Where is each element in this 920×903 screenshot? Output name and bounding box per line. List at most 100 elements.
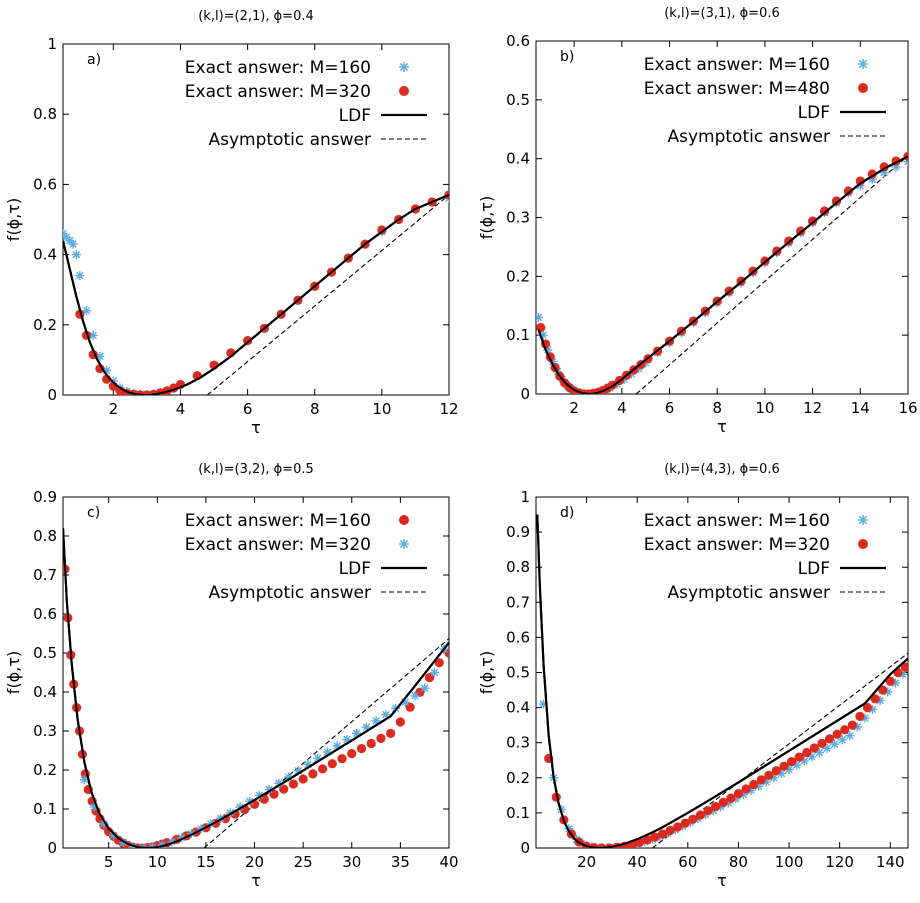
- asymptotic-line: [203, 638, 449, 848]
- x-tick-label: 80: [729, 853, 748, 871]
- legend-label: Asymptotic answer: [208, 130, 371, 150]
- x-tick-label: 100: [775, 853, 804, 871]
- data-point: [779, 761, 789, 771]
- x-tick-label: 10: [755, 399, 774, 417]
- data-point: [366, 738, 376, 749]
- plot-frame: [62, 496, 450, 849]
- legend: Exact answer: M=160 Exact answer: M=320 LD…: [185, 58, 427, 150]
- legend-entry: Exact answer: M=160: [185, 511, 409, 531]
- data-point: [847, 720, 857, 730]
- data-point: [138, 843, 148, 848]
- data-point: [75, 271, 85, 281]
- legend-entry: Exact answer: M=320: [644, 535, 868, 555]
- data-point: [688, 814, 698, 824]
- legend-star-marker: [858, 515, 868, 525]
- data-point: [536, 322, 546, 333]
- panel-letter: b): [560, 49, 574, 65]
- legend: Exact answer: M=160 Exact answer: M=320 LD…: [185, 511, 427, 603]
- legend-dot-marker: [399, 86, 409, 96]
- x-tick-label: 120: [825, 853, 854, 871]
- panel-letter: d): [560, 505, 574, 521]
- x-axis-label: τ: [717, 417, 727, 436]
- legend-entry: LDF: [798, 559, 886, 579]
- y-tick-label: 0.6: [506, 32, 530, 50]
- data-point: [642, 835, 652, 845]
- x-tick-label: 8: [712, 399, 722, 417]
- plot-data: [63, 528, 449, 848]
- legend-label: Exact answer: M=320: [644, 535, 830, 555]
- data-point: [337, 754, 347, 764]
- x-tick-label: 4: [176, 400, 186, 418]
- y-tick-label: 0.8: [33, 527, 57, 545]
- data-point: [395, 717, 405, 727]
- data-point: [352, 728, 362, 738]
- panel-letter: a): [87, 52, 101, 68]
- data-point: [420, 683, 430, 693]
- series-star-markers: [63, 193, 449, 395]
- panel-title: (k,l)=(2,1), ϕ=0.4: [198, 9, 314, 24]
- series-star-markers: [79, 644, 449, 848]
- y-tick-label: 0.2: [506, 267, 530, 285]
- data-point: [809, 743, 819, 753]
- data-point: [878, 685, 888, 695]
- y-tick-label: 0: [47, 386, 57, 404]
- y-axis-label: f(ϕ,τ): [477, 651, 496, 694]
- series-star-markers: [539, 669, 908, 848]
- y-tick-label: 0.7: [506, 593, 530, 611]
- legend-label: Asymptotic answer: [667, 127, 830, 147]
- y-tick-label: 0.5: [506, 91, 530, 109]
- series-dot-markers: [544, 662, 908, 848]
- x-tick-label: 14: [851, 399, 870, 417]
- data-point: [298, 774, 308, 784]
- data-point: [718, 797, 728, 807]
- y-tick-label: 0.6: [33, 175, 57, 193]
- data-point: [771, 766, 782, 776]
- data-point: [726, 793, 736, 803]
- data-point: [673, 822, 683, 832]
- legend-dot-marker: [858, 83, 868, 93]
- x-tick-label: 6: [243, 400, 253, 418]
- data-point: [376, 733, 386, 744]
- plot-data: [536, 151, 908, 394]
- data-point: [386, 728, 396, 738]
- y-tick-label: 0.7: [33, 566, 57, 584]
- x-tick-label: 2: [569, 399, 579, 417]
- legend: Exact answer: M=160 Exact answer: M=480 LD…: [644, 55, 886, 147]
- y-tick-label: 0.6: [506, 628, 530, 646]
- y-tick-label: 0.8: [506, 558, 530, 576]
- y-tick-label: 0: [520, 839, 530, 857]
- data-point: [840, 725, 850, 735]
- data-point: [109, 830, 119, 840]
- y-tick-label: 0.9: [33, 488, 57, 506]
- y-tick-label: 0.4: [33, 246, 57, 264]
- data-point: [733, 788, 744, 799]
- legend-label: LDF: [339, 559, 371, 579]
- data-point: [885, 676, 895, 686]
- data-point: [711, 801, 721, 812]
- legend-entry: Asymptotic answer: [667, 127, 886, 147]
- legend-entry: Asymptotic answer: [208, 130, 427, 150]
- legend-label: Exact answer: M=160: [644, 511, 830, 531]
- x-tick-label: 5: [104, 853, 114, 871]
- x-tick-label: 10: [148, 853, 167, 871]
- legend-star-marker: [399, 539, 409, 549]
- legend-entry: LDF: [339, 559, 427, 579]
- y-tick-label: 0.4: [506, 699, 530, 717]
- asymptotic-line: [652, 652, 908, 848]
- y-tick-label: 0.1: [506, 804, 530, 822]
- data-point: [817, 738, 827, 749]
- legend-entry: Exact answer: M=160: [185, 58, 409, 78]
- x-tick-label: 40: [439, 853, 458, 871]
- x-tick-label: 25: [294, 853, 313, 871]
- legend-entry: Asymptotic answer: [667, 583, 886, 603]
- data-point: [749, 779, 759, 790]
- data-point: [831, 196, 842, 206]
- y-tick-label: 0.2: [33, 316, 57, 334]
- plot-data: [63, 190, 449, 395]
- x-tick-label: 12: [803, 399, 822, 417]
- y-tick-label: 0.2: [506, 769, 530, 787]
- plot-frame: [62, 43, 450, 396]
- data-point: [843, 186, 853, 196]
- data-point: [680, 818, 690, 828]
- data-point: [867, 169, 877, 179]
